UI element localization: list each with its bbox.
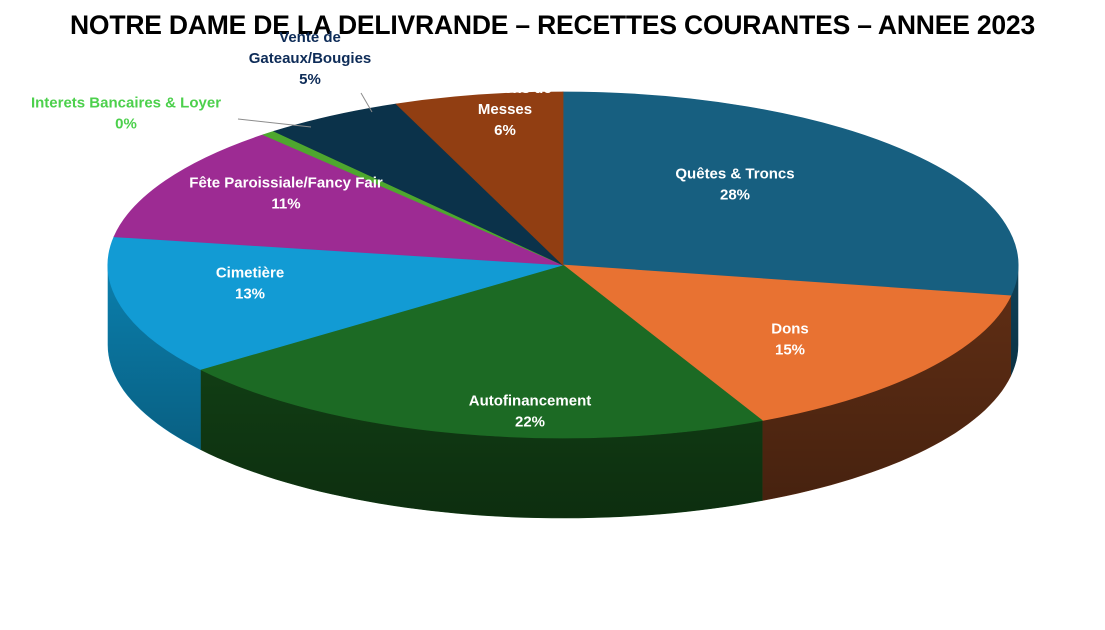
slice-label-line: 5% [299, 71, 321, 88]
slice-label-line: 15% [775, 341, 805, 358]
slice-label-3: Cimetière 13% [216, 264, 284, 302]
pie-slice-dons [561, 264, 1012, 421]
leader-line-6 [360, 92, 373, 113]
pie-slice-vente-de-gateaux-bougies [273, 103, 564, 266]
slice-label-line: 13% [235, 285, 265, 302]
pie-side-shade-1 [762, 295, 1011, 501]
chart-title: NOTRE DAME DE LA DELIVRANDE – RECETTES C… [69, 10, 1035, 40]
pie-sides [107, 264, 1019, 519]
slice-label-line: 28% [720, 186, 750, 203]
slice-label-line: Interets Bancaires & Loyer [31, 94, 221, 111]
leader-line-5 [237, 118, 312, 128]
slice-label-line: Autofinancement [469, 392, 592, 409]
slice-label-4: Fête Paroissiale/Fancy Fair 11% [189, 174, 383, 212]
slice-label-line: Gateaux/Bougies [249, 50, 372, 67]
pie-slice-intentions-de-messes [395, 91, 564, 266]
slice-label-0: Quêtes & Troncs 28% [675, 165, 794, 203]
slice-label-line: 6% [494, 122, 516, 139]
slice-label-line: 0% [115, 115, 137, 132]
slice-label-line: Fête Paroissiale/Fancy Fair [189, 174, 383, 191]
slice-label-line: 11% [271, 195, 300, 212]
slice-label-line: Dons [771, 320, 809, 337]
pie-labels: Quêtes & Troncs 28% Dons 15% Autofinancement… [31, 29, 809, 431]
slice-label-6: Vente de Gateaux/Bougies 5% [249, 29, 372, 88]
pie-tops [107, 91, 1019, 439]
pie-side-shade-2 [200, 369, 763, 518]
slice-label-line: Intentions de [458, 80, 551, 97]
slice-label-5: Interets Bancaires & Loyer 0% [31, 94, 221, 132]
pie-slice-qu-tes-troncs [562, 91, 1019, 297]
slice-label-line: 22% [515, 413, 545, 430]
pie-side-shade-3 [108, 265, 201, 450]
slice-label-line: Quêtes & Troncs [675, 165, 794, 182]
pie-slice-cimeti-re [107, 236, 564, 370]
slice-label-7: Intentions de Messes 6% [458, 80, 551, 139]
slice-label-1: Dons 15% [771, 320, 809, 358]
pie-slice-f-te-paroissiale-fancy-fair [113, 134, 564, 266]
slice-label-line: Cimetière [216, 264, 284, 281]
slice-label-2: Autofinancement 22% [469, 392, 592, 430]
slice-label-line: Messes [478, 101, 532, 118]
slice-label-line: Vente de [279, 29, 341, 46]
pie-slice-autofinancement [199, 264, 764, 439]
